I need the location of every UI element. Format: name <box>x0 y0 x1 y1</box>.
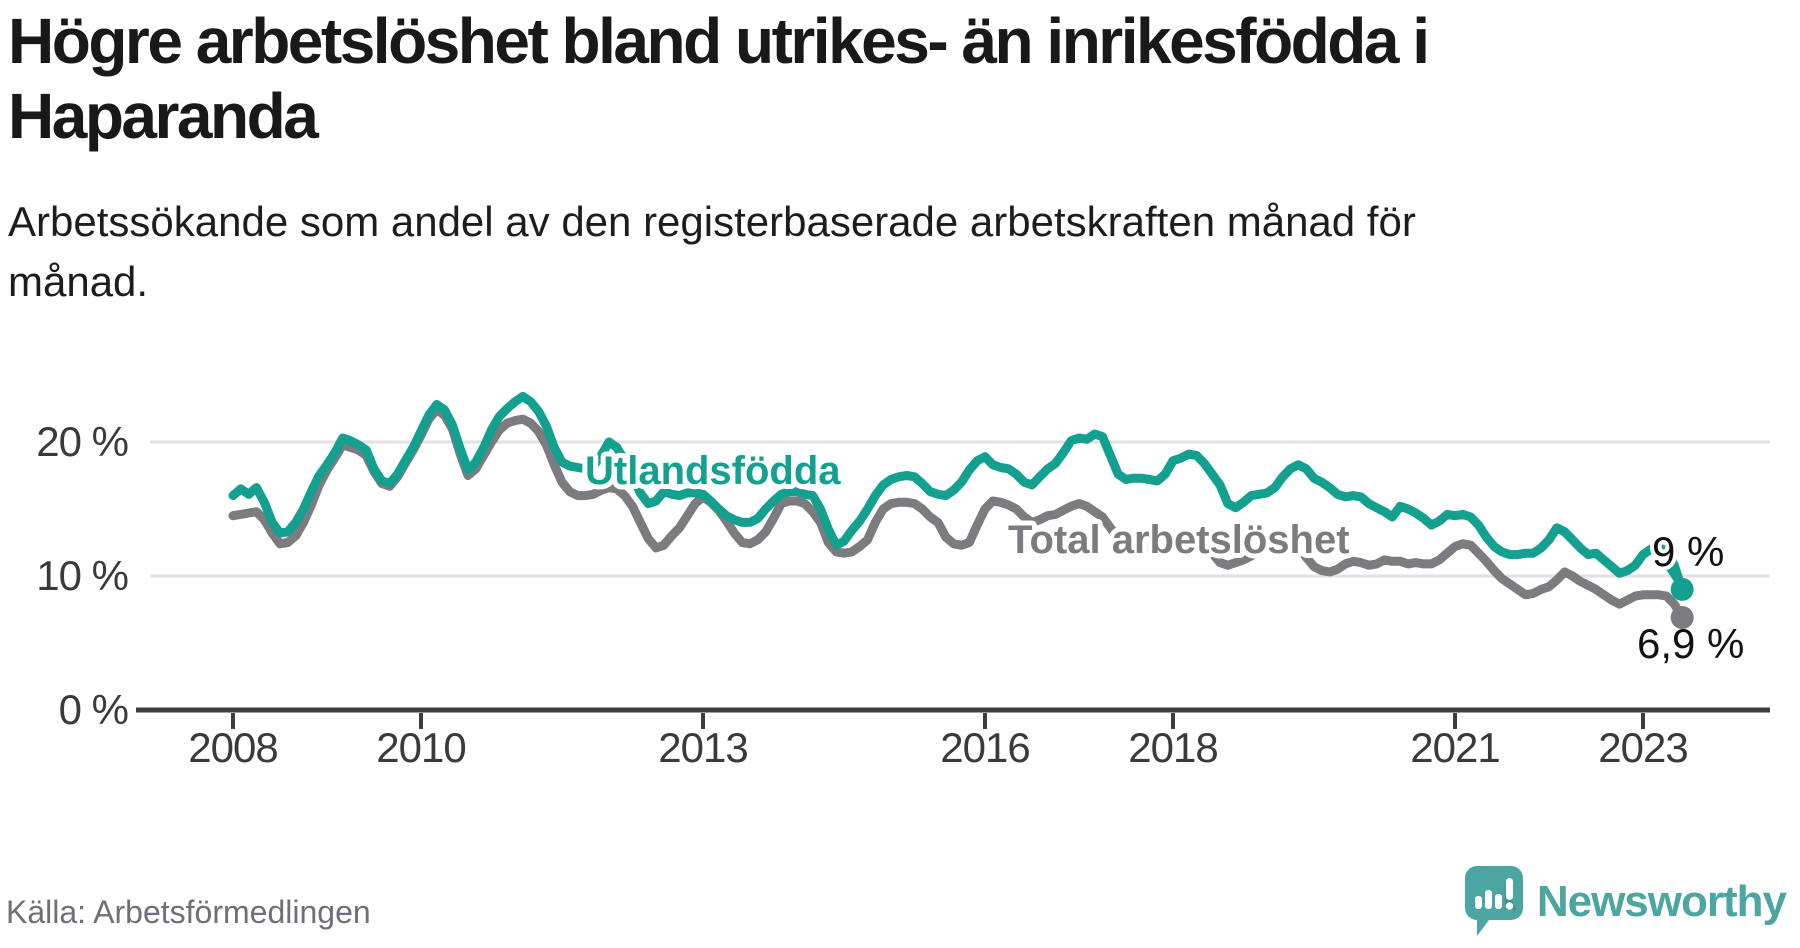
series-label-total: Total arbetslöshet <box>1008 518 1350 562</box>
newsworthy-logo[interactable]: Newsworthy <box>1464 866 1787 938</box>
bubble-shape <box>1464 866 1523 936</box>
end-value-label-utlandsfodda: 9 % <box>1652 528 1724 575</box>
x-axis-label-2010: 2010 <box>376 724 465 771</box>
bar-2 <box>1484 890 1492 909</box>
y-axis-label-10: 10 % <box>36 552 128 599</box>
exclamation-bar <box>1505 878 1513 900</box>
source-note: Källa: Arbetsförmedlingen <box>6 894 371 930</box>
chart-title: Högre arbetslöshet bland utrikes- än inr… <box>8 5 1430 152</box>
newsworthy-bubble-icon <box>1464 866 1523 936</box>
series-label-utlandsfodda: Utlandsfödda <box>585 449 841 493</box>
y-axis-label-20: 20 % <box>36 418 128 465</box>
end-dot-total <box>1670 606 1694 630</box>
bar-3 <box>1494 894 1502 909</box>
x-axis-label-2016: 2016 <box>940 724 1029 771</box>
x-axis-label-2021: 2021 <box>1410 724 1499 771</box>
x-axis-label-2013: 2013 <box>658 724 747 771</box>
x-axis-label-2023: 2023 <box>1598 724 1687 771</box>
end-dot-utlandsfodda <box>1670 577 1694 601</box>
y-axis-label-0: 0 % <box>59 686 128 733</box>
series-path-total <box>228 405 1687 622</box>
x-axis-label-2008: 2008 <box>188 724 277 771</box>
exclamation-dot <box>1505 902 1514 910</box>
end-value-label-total: 6,9 % <box>1637 620 1744 667</box>
newsworthy-wordmark: Newsworthy <box>1536 877 1787 926</box>
bar-1 <box>1474 896 1482 909</box>
chart-subtitle: Arbetssökande som andel av den registerb… <box>8 198 1416 305</box>
series-path-utlandsfodda <box>228 391 1687 594</box>
end-label-leader-line <box>1661 559 1681 586</box>
x-axis-label-2018: 2018 <box>1128 724 1217 771</box>
